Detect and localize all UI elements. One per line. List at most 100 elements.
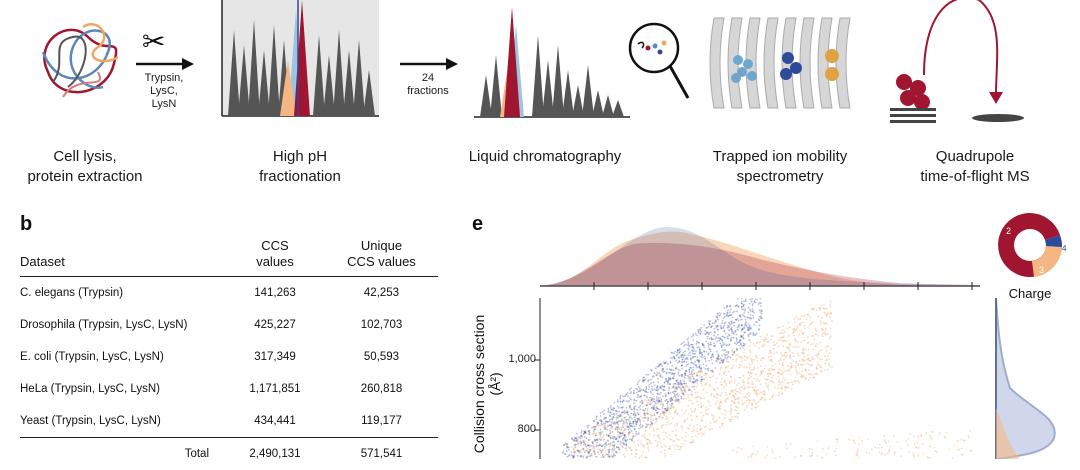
scatter-point [585, 446, 587, 448]
scatter-point [810, 455, 812, 457]
scatter-point [775, 363, 777, 365]
scatter-point [678, 449, 680, 451]
scatter-point [587, 444, 589, 446]
scatter-point [808, 363, 810, 365]
scatter-point [858, 449, 860, 451]
scatter-point [613, 453, 615, 455]
scatter-point [700, 333, 702, 335]
scatter-point [789, 326, 791, 328]
scatter-point [787, 328, 789, 330]
scatter-point [697, 356, 699, 358]
cell-total-label: Total [20, 438, 225, 470]
scatter-point [783, 346, 785, 348]
scatter-point [673, 386, 675, 388]
scatter-point [702, 343, 704, 345]
scatter-point [917, 455, 919, 457]
scatter-point [634, 456, 636, 458]
scatter-point [620, 420, 622, 422]
scatter-point [817, 364, 819, 366]
scatter-point [756, 380, 758, 382]
scatter-point [647, 413, 649, 415]
scatter-point [728, 322, 730, 324]
scatter-point [811, 364, 813, 366]
scatter-point [612, 438, 614, 440]
scatter-point [748, 335, 750, 337]
scatter-point [613, 407, 615, 409]
scatter-point [741, 345, 743, 347]
scatter-point [647, 408, 649, 410]
scatter-point [700, 329, 702, 331]
scatter-point [672, 431, 674, 433]
scatter-point [768, 373, 770, 375]
scatter-point [822, 335, 824, 337]
scatter-point [720, 343, 722, 345]
scatter-point [716, 397, 718, 399]
scatter-point [650, 382, 652, 384]
scatter-point [683, 361, 685, 363]
scatter-point [778, 376, 780, 378]
scatter-point [588, 430, 590, 432]
scatter-point [815, 346, 817, 348]
scatter-point [657, 408, 659, 410]
scatter-point [666, 435, 668, 437]
scatter-point [670, 372, 672, 374]
scatter-point [691, 370, 693, 372]
cell-unique: 119,177 [325, 405, 438, 438]
scatter-point [780, 332, 782, 334]
scatter-point [769, 368, 771, 370]
scatter-point [777, 395, 779, 397]
scatter-point [705, 426, 707, 428]
scatter-point [734, 342, 736, 344]
scatter-point [622, 425, 624, 427]
scatter-point [692, 344, 694, 346]
scatter-point [690, 372, 692, 374]
scatter-point [615, 428, 617, 430]
scatter-point [669, 448, 671, 450]
scatter-point [703, 367, 705, 369]
scatter-point [630, 449, 632, 451]
scatter-point [675, 409, 677, 411]
scatter-point [715, 367, 717, 369]
scatter-point [800, 376, 802, 378]
scatter-point [684, 344, 686, 346]
scatter-point [700, 412, 702, 414]
scatter-point [694, 392, 696, 394]
scatter-point [751, 298, 753, 300]
scatter-point [694, 373, 696, 375]
scatter-point [824, 323, 826, 325]
scatter-point [640, 423, 642, 425]
scatter-point [663, 431, 665, 433]
scatter-point [821, 317, 823, 319]
scatter-point [667, 437, 669, 439]
scatter-point [749, 363, 751, 365]
scatter-point [685, 436, 687, 438]
scatter-point [688, 337, 690, 339]
scatter-point [827, 333, 829, 335]
scatter-point [804, 327, 806, 329]
scatter-point [597, 439, 599, 441]
scatter-point [957, 441, 959, 443]
scatter-point [723, 307, 725, 309]
scatter-point [574, 453, 576, 455]
scatter-point [624, 422, 626, 424]
scatter-point [629, 438, 631, 440]
scatter-point [714, 331, 716, 333]
scatter-point [720, 395, 722, 397]
scatter-point [795, 362, 797, 364]
scatter-point [819, 342, 821, 344]
scatter-point [566, 450, 568, 452]
scatter-point [741, 301, 743, 303]
scatter-point [669, 398, 671, 400]
scatter-point [772, 375, 774, 377]
scatter-point [813, 358, 815, 360]
scatter-point [673, 445, 675, 447]
scatter-point [619, 433, 621, 435]
scatter-point [644, 457, 646, 459]
scatter-point [746, 405, 748, 407]
scatter-point [825, 347, 827, 349]
scatter-point [738, 377, 740, 379]
scatter-point [753, 359, 755, 361]
scatter-point [738, 341, 740, 343]
scatter-point [704, 358, 706, 360]
scatter-point [826, 454, 828, 456]
